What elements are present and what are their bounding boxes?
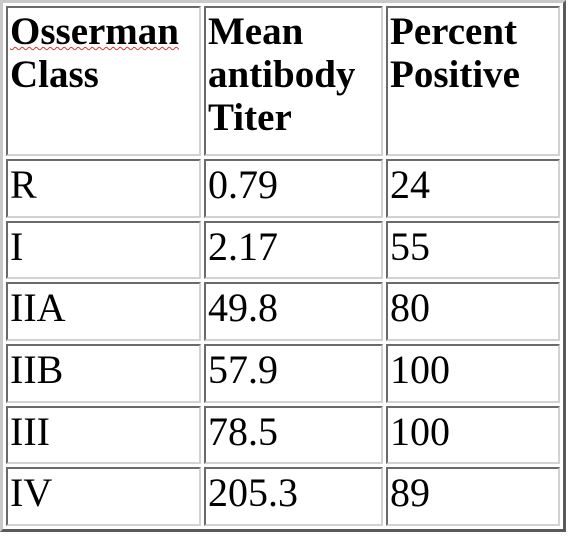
cell-class: IIB	[6, 343, 201, 403]
table-row: I 2.17 55	[6, 220, 560, 280]
column-header-osserman-class: Osserman Class	[6, 6, 201, 156]
header-line: Positive	[390, 53, 520, 96]
table-row: III 78.5 100	[6, 405, 560, 465]
cell-class: IV	[6, 467, 201, 526]
header-line: Mean	[208, 10, 304, 53]
cell-class: III	[6, 405, 201, 465]
cell-percent: 80	[386, 282, 560, 341]
cell-percent: 89	[386, 467, 560, 526]
cell-class: I	[6, 220, 201, 280]
header-line: antibody	[208, 53, 356, 96]
cell-titer: 205.3	[204, 467, 383, 526]
column-header-mean-titer: Mean antibody Titer	[204, 6, 383, 156]
header-line: Percent	[390, 10, 518, 53]
cell-percent: 24	[386, 159, 560, 218]
cell-percent: 100	[386, 405, 560, 465]
cell-class: R	[6, 159, 201, 218]
osserman-titer-table: Osserman Class Mean antibody Titer Perce…	[3, 3, 563, 529]
cell-titer: 2.17	[204, 220, 383, 280]
cell-percent: 100	[386, 343, 560, 403]
header-line: Titer	[208, 96, 292, 139]
table-row: IIB 57.9 100	[6, 343, 560, 403]
table-row: IIA 49.8 80	[6, 282, 560, 341]
cell-percent: 55	[386, 220, 560, 280]
cell-class: IIA	[6, 282, 201, 341]
header-row: Osserman Class Mean antibody Titer Perce…	[6, 6, 560, 156]
table-row: R 0.79 24	[6, 159, 560, 218]
header-line: Osserman	[10, 10, 179, 53]
cell-titer: 49.8	[204, 282, 383, 341]
table-row: IV 205.3 89	[6, 467, 560, 526]
cell-titer: 78.5	[204, 405, 383, 465]
header-line: Class	[10, 53, 99, 96]
column-header-percent-positive: Percent Positive	[386, 6, 560, 156]
cell-titer: 57.9	[204, 343, 383, 403]
cell-titer: 0.79	[204, 159, 383, 218]
